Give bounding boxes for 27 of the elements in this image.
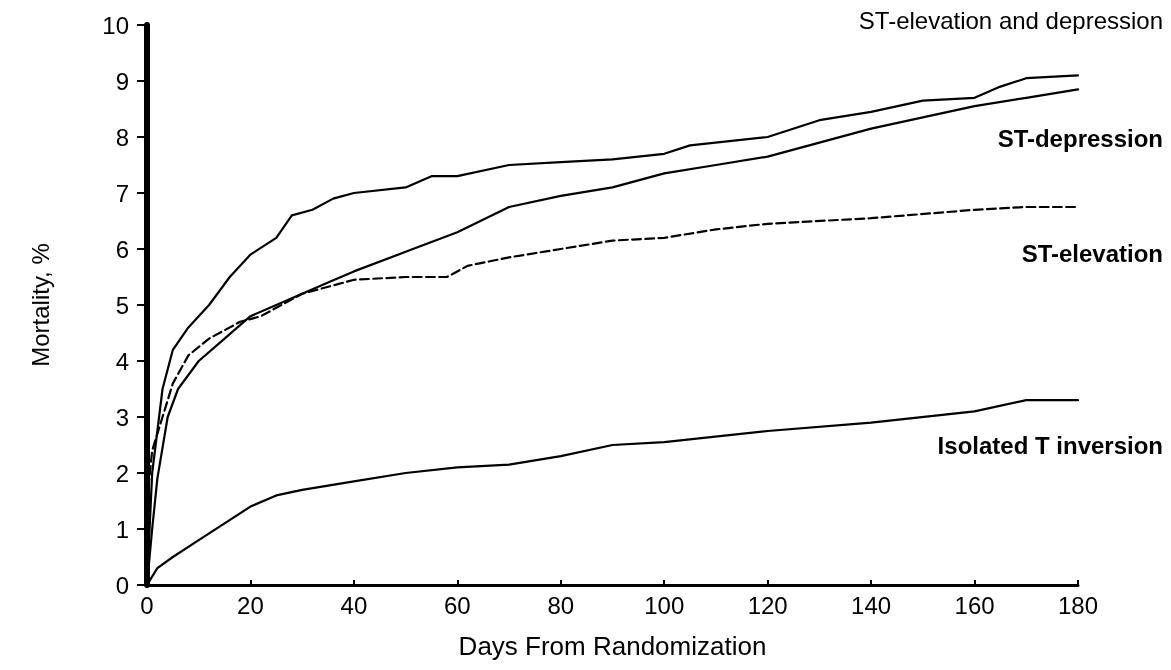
- x-tick-label: 100: [644, 591, 685, 619]
- y-tick-label: 9: [115, 67, 129, 95]
- y-axis-title: Mortality, %: [26, 243, 54, 367]
- y-tick-label: 3: [115, 403, 129, 431]
- y-tick-label: 0: [115, 571, 129, 599]
- x-axis-title: Days From Randomization: [458, 631, 767, 661]
- y-tick-label: 5: [115, 291, 129, 319]
- x-tick-label: 160: [954, 591, 995, 619]
- y-tick-label: 10: [102, 11, 129, 39]
- x-tick-label: 140: [851, 591, 892, 619]
- x-tick-label: 40: [340, 591, 368, 619]
- y-tick-label: 1: [115, 515, 129, 543]
- x-tick-label: 120: [747, 591, 788, 619]
- y-tick-label: 2: [115, 459, 129, 487]
- y-tick-label: 7: [115, 179, 129, 207]
- x-tick-label: 60: [443, 591, 471, 619]
- series-label: Isolated T inversion: [937, 431, 1163, 459]
- y-tick-label: 4: [115, 347, 129, 375]
- x-tick-label: 0: [140, 591, 154, 619]
- series-label: ST-elevation: [1021, 239, 1163, 267]
- x-tick-label: 180: [1057, 591, 1099, 619]
- y-tick-label: 8: [115, 123, 129, 151]
- y-tick-label: 6: [115, 235, 129, 263]
- text: ST-elevation and depression: [858, 6, 1164, 34]
- series-label: ST-depression: [997, 124, 1163, 152]
- x-tick-label: 20: [237, 591, 264, 619]
- x-tick-label: 80: [547, 591, 575, 619]
